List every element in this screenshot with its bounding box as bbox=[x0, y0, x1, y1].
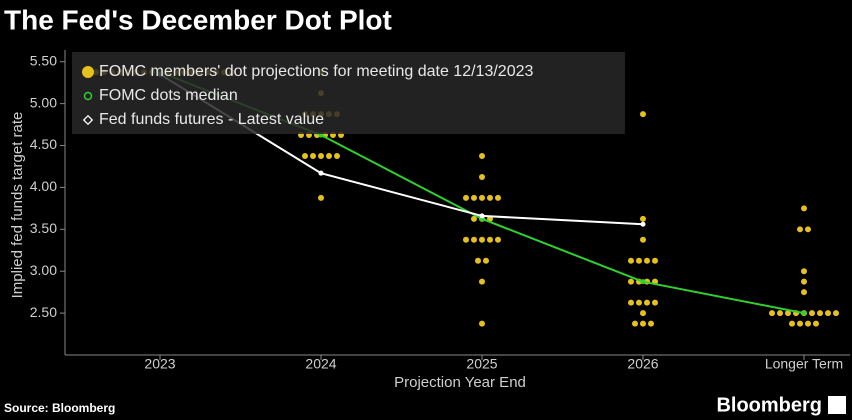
x-tick-label: 2024 bbox=[305, 356, 336, 372]
dot bbox=[475, 257, 481, 264]
legend-marker bbox=[82, 66, 94, 78]
dot bbox=[805, 226, 811, 233]
dot bbox=[479, 236, 485, 243]
dot bbox=[471, 215, 477, 222]
dot bbox=[644, 299, 650, 306]
dot bbox=[797, 226, 803, 233]
dot bbox=[463, 194, 469, 201]
dot bbox=[479, 173, 485, 180]
dot bbox=[487, 194, 493, 201]
dot bbox=[318, 152, 324, 159]
dot bbox=[334, 152, 340, 159]
dot bbox=[640, 320, 646, 327]
x-tick-label: Longer Term bbox=[765, 356, 843, 372]
y-tick-label: 3.50 bbox=[30, 220, 57, 236]
dot bbox=[471, 236, 477, 243]
legend-marker bbox=[83, 91, 93, 101]
chart-title: The Fed's December Dot Plot bbox=[4, 4, 392, 35]
dot bbox=[785, 310, 791, 317]
dot bbox=[640, 310, 646, 317]
y-tick-label: 5.50 bbox=[30, 52, 57, 68]
dot bbox=[789, 320, 795, 327]
dot bbox=[636, 257, 642, 264]
line-point bbox=[640, 221, 646, 227]
dot bbox=[801, 268, 807, 275]
dot bbox=[801, 278, 807, 285]
dot bbox=[801, 289, 807, 296]
dot bbox=[318, 194, 324, 201]
dot bbox=[495, 236, 501, 243]
dot bbox=[310, 152, 316, 159]
x-tick-label: 2026 bbox=[627, 356, 658, 372]
line-point bbox=[479, 213, 485, 219]
legend-label: Fed funds futures - Latest value bbox=[99, 111, 324, 128]
legend-box bbox=[72, 52, 625, 134]
dot bbox=[640, 111, 646, 118]
dot bbox=[495, 194, 501, 201]
x-tick-label: 2023 bbox=[144, 356, 175, 372]
dot bbox=[471, 194, 477, 201]
brand: Bloomberg bbox=[716, 394, 822, 416]
dot bbox=[479, 152, 485, 159]
dot bbox=[652, 257, 658, 264]
dot bbox=[640, 215, 646, 222]
dot bbox=[479, 320, 485, 327]
dot bbox=[805, 320, 811, 327]
dot bbox=[628, 299, 634, 306]
legend-marker bbox=[82, 114, 94, 126]
dot bbox=[302, 152, 308, 159]
y-axis-label: Implied fed funds target rate bbox=[9, 112, 26, 299]
dot bbox=[817, 310, 823, 317]
brand-icon bbox=[828, 396, 846, 414]
x-tick-label: 2025 bbox=[466, 356, 497, 372]
y-tick-label: 4.00 bbox=[30, 178, 57, 194]
dot bbox=[636, 299, 642, 306]
dot bbox=[648, 320, 654, 327]
dot bbox=[483, 257, 489, 264]
dot bbox=[644, 257, 650, 264]
y-tick-label: 2.50 bbox=[30, 304, 57, 320]
dot bbox=[825, 310, 831, 317]
legend-label: FOMC dots median bbox=[99, 87, 238, 104]
dot bbox=[487, 236, 493, 243]
dot bbox=[809, 310, 815, 317]
dot bbox=[640, 236, 646, 243]
line-point bbox=[801, 310, 807, 316]
y-tick-label: 4.50 bbox=[30, 136, 57, 152]
dot bbox=[777, 310, 783, 317]
x-axis-label: Projection Year End bbox=[394, 374, 526, 391]
dot bbox=[479, 194, 485, 201]
dot bbox=[479, 278, 485, 285]
dot bbox=[628, 257, 634, 264]
dot bbox=[463, 236, 469, 243]
source: Source: Bloomberg bbox=[4, 401, 115, 415]
dot bbox=[632, 320, 638, 327]
y-tick-label: 3.00 bbox=[30, 262, 57, 278]
dot bbox=[797, 320, 803, 327]
dot bbox=[801, 205, 807, 212]
dot bbox=[628, 278, 634, 285]
y-tick-label: 5.00 bbox=[30, 94, 57, 110]
dot bbox=[833, 310, 839, 317]
line-point bbox=[318, 170, 324, 176]
line-point bbox=[640, 279, 646, 285]
dot bbox=[769, 310, 775, 317]
dot bbox=[652, 299, 658, 306]
dot bbox=[813, 320, 819, 327]
dot bbox=[326, 152, 332, 159]
legend-label: FOMC members' dot projections for meetin… bbox=[99, 63, 533, 80]
